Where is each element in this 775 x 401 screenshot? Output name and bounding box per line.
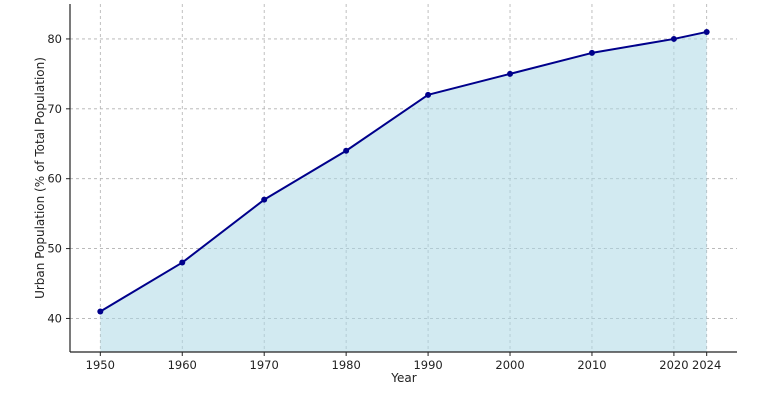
y-tick-label: 40	[47, 311, 62, 325]
data-point-1960	[179, 259, 186, 266]
points-layer	[97, 28, 710, 315]
data-point-2010	[588, 49, 595, 56]
area-fill	[100, 31, 707, 352]
x-tick-label: 1960	[168, 358, 197, 372]
area-layer	[100, 31, 707, 352]
x-tick-label: 1970	[250, 358, 279, 372]
x-tick-label: 1990	[413, 358, 442, 372]
data-point-2024	[703, 28, 710, 35]
data-point-1970	[261, 196, 268, 203]
axes	[69, 4, 737, 353]
y-tick-label: 80	[47, 32, 62, 46]
x-tick-label: 2020	[659, 358, 688, 372]
x-axis-label: Year	[390, 371, 416, 385]
y-tick-label: 60	[47, 172, 62, 186]
data-point-1990	[425, 91, 432, 98]
y-tick-label: 70	[47, 102, 62, 116]
y-axis-label: Urban Population (% of Total Population)	[33, 57, 47, 299]
x-tick-label: 2010	[577, 358, 606, 372]
x-ticks: 1950 1960 1970 1980 1990 2000 2010 2020 2024	[86, 352, 721, 372]
data-point-1950	[97, 308, 104, 315]
data-point-1980	[343, 147, 350, 154]
x-tick-label: 2000	[495, 358, 524, 372]
x-tick-label: 2024	[692, 358, 721, 372]
y-tick-label: 50	[47, 242, 62, 256]
data-point-2020	[670, 35, 677, 42]
y-ticks: 40 50 60 70 80	[47, 32, 70, 325]
x-tick-label: 1980	[332, 358, 361, 372]
x-tick-label: 1950	[86, 358, 115, 372]
data-point-2000	[507, 70, 514, 77]
